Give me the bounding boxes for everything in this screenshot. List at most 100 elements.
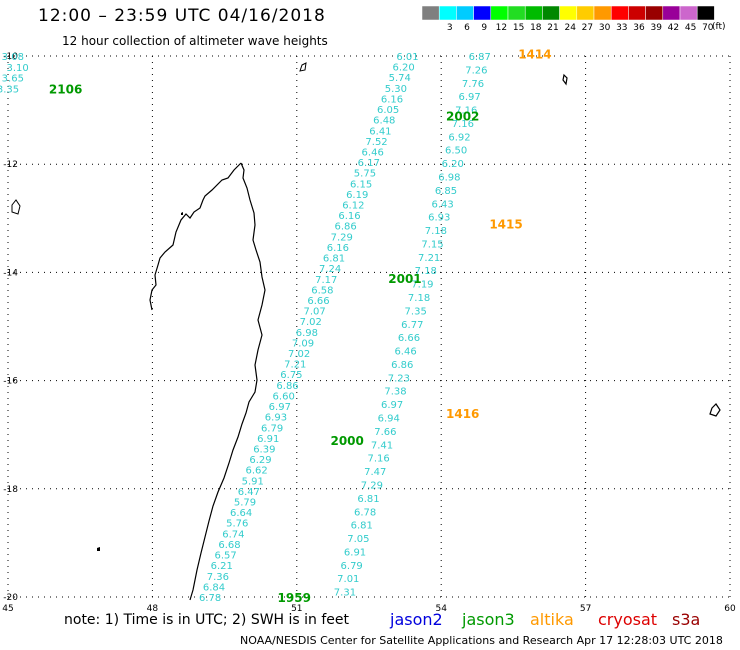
color-scale-swatch: [559, 5, 578, 21]
wave-height-value: 3.10: [6, 63, 28, 74]
wave-height-value: 6.64: [230, 508, 252, 519]
wave-height-value: 7.66: [374, 427, 396, 438]
pass-time-label: 2001: [388, 272, 421, 286]
wave-height-value: 6.05: [377, 105, 399, 116]
color-scale-label: 42: [668, 23, 679, 33]
mauritius-island: [709, 403, 721, 417]
wave-height-value: 6.16: [338, 211, 360, 222]
color-scale-swatch: [662, 5, 681, 21]
color-scale-swatch: [507, 5, 526, 21]
wave-height-value: 7.02: [288, 349, 310, 360]
legend-jason2: jason2: [390, 610, 443, 629]
legend-altika: altika: [530, 610, 574, 629]
wave-height-value: 6.86: [276, 381, 298, 392]
wave-height-value: 6.12: [342, 201, 364, 212]
legend-jason3: jason3: [462, 610, 515, 629]
wave-height-value: 6.43: [432, 199, 454, 210]
color-scale-label: 24: [564, 23, 576, 33]
small-island-2: [181, 212, 183, 215]
wave-height-value: 6.58: [311, 285, 333, 296]
small-island-1: [97, 547, 100, 551]
mayotte-island: [299, 62, 307, 72]
longitude-label: 48: [147, 604, 159, 614]
wave-height-value: 6.60: [273, 391, 295, 402]
wave-height-value: 5.30: [385, 84, 407, 95]
wave-height-value: 6.50: [445, 146, 467, 157]
wave-height-value: 6.97: [458, 92, 480, 103]
map-grid: [7, 55, 731, 598]
color-scale: 3 6 9 12 15 18 21 24 27 30 33 36 39 42 45 70: [421, 5, 715, 33]
longitude-label: 51: [291, 604, 302, 614]
wave-height-value: 6.79: [341, 561, 363, 572]
wave-height-value: 6.91: [344, 547, 366, 558]
wave-height-value: 6.62: [245, 466, 267, 477]
wave-height-value: 7.24: [319, 264, 341, 275]
color-scale-label: 33: [616, 23, 627, 33]
wave-height-value: 6.98: [296, 328, 318, 339]
color-scale-label: 27: [582, 23, 593, 33]
color-scale-swatch: [490, 5, 509, 21]
wave-height-value: 6.98: [438, 173, 460, 184]
color-scale-label: 18: [530, 23, 542, 33]
wave-height-value: 6.79: [261, 423, 283, 434]
wave-height-value: 5.91: [242, 476, 264, 487]
nosy-be-island: [11, 199, 21, 215]
wave-height-value: 6.66: [398, 333, 420, 344]
reunion-fragment-island: [562, 73, 568, 86]
wave-height-value: 5.75: [354, 169, 376, 180]
wave-height-value: 6.87: [469, 52, 491, 63]
wave-height-value: 7.07: [304, 307, 326, 318]
wave-height-value: 6.75: [280, 370, 302, 381]
wave-height-value: 6.19: [346, 190, 368, 201]
wave-height-value: 7.01: [337, 574, 359, 585]
wave-height-value: 5.76: [226, 519, 248, 530]
altimeter-tracks: 3.083.103.653.356.016.205.745.306.166.05…: [0, 52, 491, 604]
wave-height-value: 6.57: [215, 551, 237, 562]
wave-height-value: 7.35: [405, 306, 427, 317]
color-scale-label: 15: [513, 23, 524, 33]
wave-height-value: 7.15: [421, 239, 443, 250]
color-scale-swatch: [628, 5, 646, 21]
wave-height-value: 7.47: [364, 467, 386, 478]
wave-height-value: 7.23: [388, 373, 410, 384]
wave-height-value: 3.35: [0, 84, 19, 95]
wave-height-value: 6.97: [381, 400, 403, 411]
longitude-label: 45: [2, 604, 13, 614]
wave-height-value: 6.16: [381, 94, 403, 105]
wave-height-value: 7.19: [411, 280, 433, 291]
wave-height-value: 7.41: [371, 440, 393, 451]
wave-height-value: 6.78: [199, 593, 221, 604]
pass-time-labels: 2106 1414 2002 1415 2001 1416 2000 1959: [49, 47, 552, 605]
wave-height-value: 6.21: [211, 561, 233, 572]
wave-height-value: 5.79: [234, 498, 256, 509]
pass-time-label: 2106: [49, 82, 82, 96]
page-subtitle: 12 hour collection of altimeter wave hei…: [62, 34, 328, 48]
wave-height-value: 7.38: [384, 387, 406, 398]
latitude-label: -20: [3, 593, 18, 603]
latitude-label: -10: [3, 52, 18, 62]
wave-height-value: 6.29: [249, 455, 271, 466]
color-scale-swatch: [645, 5, 664, 21]
wave-height-value: 6.48: [373, 116, 395, 127]
wave-height-value: 6.47: [238, 487, 260, 498]
pass-time-label: 1416: [446, 407, 479, 421]
wave-height-value: 7.05: [347, 534, 369, 545]
wave-height-value: 6.15: [350, 179, 372, 190]
wave-height-value: 6.92: [448, 132, 470, 143]
wave-height-value: 6.86: [391, 360, 413, 371]
color-scale-label: 39: [650, 23, 662, 33]
wave-height-value: 7.21: [284, 360, 306, 371]
wave-height-value: 6.16: [327, 243, 349, 254]
color-scale-label: 12: [496, 23, 507, 33]
color-scale-label: 30: [599, 23, 611, 33]
pass-time-label: 1415: [489, 218, 522, 232]
wave-height-value: 6.91: [257, 434, 279, 445]
wave-height-value: 7.52: [365, 137, 387, 148]
wave-height-value: 7.02: [300, 317, 322, 328]
wave-height-value: 6.93: [428, 213, 450, 224]
map-axes: 45 48 51 54 57 60 -10 -12 -14 -16 -18 -20: [2, 52, 736, 614]
color-scale-swatch: [421, 5, 440, 21]
wave-height-value: 7.29: [361, 480, 383, 491]
color-scale-swatch: [542, 5, 560, 21]
latitude-label: -12: [3, 160, 18, 170]
